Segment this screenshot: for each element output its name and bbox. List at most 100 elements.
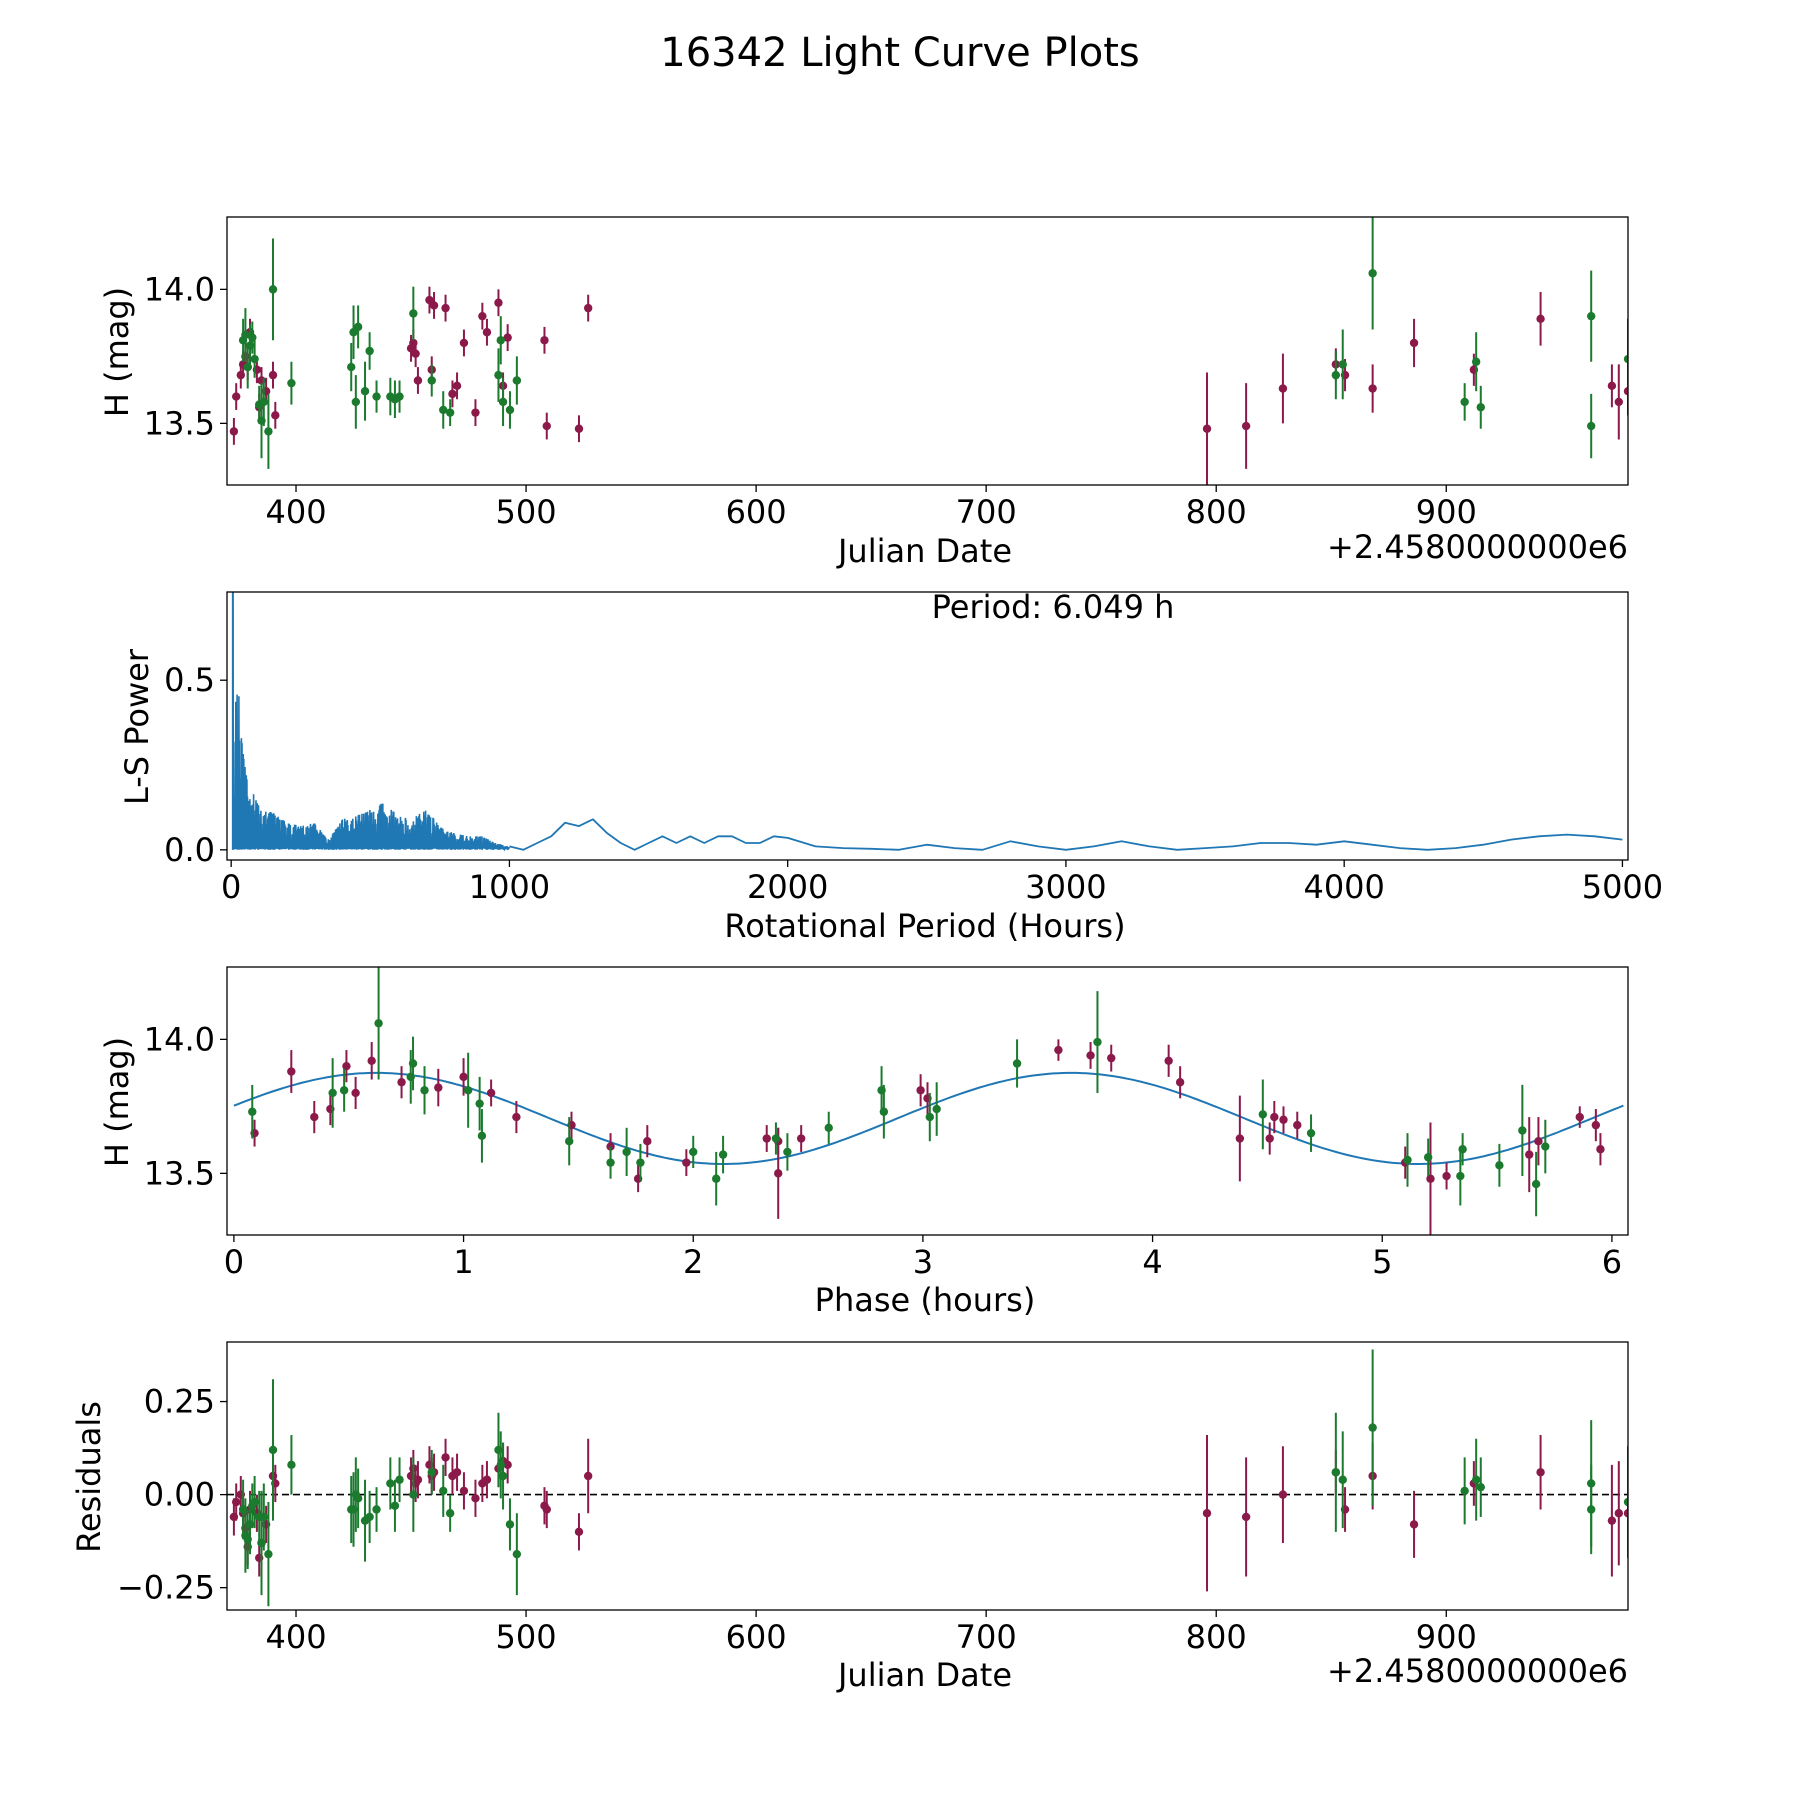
panel2-frame [226, 591, 1629, 861]
series_a-point [471, 1494, 480, 1503]
series_a-point [1409, 1520, 1419, 1529]
series_b-point [248, 1107, 257, 1116]
series_b-point [1476, 1482, 1485, 1492]
series_a-point [762, 1134, 771, 1143]
series_a-point [1107, 1053, 1116, 1063]
series_a-point [1426, 1174, 1435, 1183]
series_a-point [229, 427, 239, 436]
series_a-point [503, 333, 512, 342]
y-tick-label: 14.0 [144, 270, 215, 308]
y-tick-label: 0.25 [144, 1383, 215, 1421]
panel-light-curve: Julian Date H (mag) +2.4580000000e6 400 5… [98, 216, 1629, 570]
series_a-point [1596, 1145, 1605, 1154]
series_b-point [463, 1086, 473, 1095]
series_b-point [565, 1137, 574, 1146]
panel3-frame [226, 966, 1629, 1236]
series_b-point [505, 405, 515, 415]
series_b-point [622, 1147, 631, 1157]
series_a-point [1202, 1509, 1212, 1518]
panel-residuals: Julian Date Residuals +2.4580000000e6 40… [70, 1341, 1629, 1694]
series_b-point [512, 1549, 522, 1559]
series_b-point [1368, 269, 1377, 278]
series_a-point [1614, 397, 1623, 407]
series_b-point [347, 362, 356, 372]
series_a-point [774, 1169, 783, 1178]
series_a-point [1623, 1509, 1628, 1518]
series_a-point [1607, 1516, 1617, 1525]
series_a-point [342, 1061, 351, 1071]
panel1-ylabel: H (mag) [98, 287, 136, 417]
x-tick-label: 1000 [469, 868, 550, 906]
series_b-point [1495, 1161, 1504, 1170]
series_a-point [1534, 1137, 1543, 1146]
x-tick-label: 500 [496, 493, 557, 531]
x-tick-label: 5000 [1582, 868, 1663, 906]
x-tick-label: 900 [1416, 493, 1477, 531]
series_a-point [916, 1086, 925, 1095]
series_b-point [496, 336, 505, 345]
series_b-point [268, 285, 278, 294]
series_a-point [1368, 384, 1377, 393]
series_a-point [574, 424, 584, 433]
series_a-point [1279, 1115, 1288, 1124]
series_a-point [574, 1527, 584, 1537]
period-annotation: Period: 6.049 h [932, 588, 1175, 626]
series_b-point [353, 322, 363, 332]
series_b-point [1541, 1142, 1550, 1151]
series_b-point [259, 1512, 269, 1522]
series_a-point [232, 392, 241, 401]
series_b-point [420, 1086, 429, 1095]
series_b-point [1531, 1179, 1541, 1189]
series_b-point [505, 1520, 515, 1529]
series_a-point [796, 1134, 806, 1143]
series_b-point [1012, 1059, 1022, 1068]
panel2-xlabel: Rotational Period (Hours) [724, 907, 1125, 945]
series_b-point [287, 1460, 296, 1470]
series_b-point [718, 1150, 728, 1159]
series_b-point [1460, 1486, 1469, 1496]
series_b-point [1338, 360, 1347, 369]
periodogram-line [509, 818, 1623, 851]
series_b-point [259, 397, 269, 407]
x-tick-label: 6 [1602, 1243, 1622, 1281]
series_a-point [367, 1056, 376, 1066]
series_b-point [287, 378, 296, 388]
series_a-point [271, 411, 280, 420]
series_b-point [1306, 1128, 1316, 1138]
y-tick-label: 0.5 [164, 661, 215, 699]
series_b-point [1338, 1475, 1347, 1484]
series_b-point [498, 397, 508, 407]
series_b-point [372, 1505, 381, 1514]
series_b-point [1586, 311, 1596, 321]
series_b-point [783, 1147, 792, 1157]
series_a-point [486, 1088, 496, 1098]
series_b-point [386, 1479, 395, 1488]
x-tick-label: 400 [265, 1618, 326, 1656]
panel-periodogram: Rotational Period (Hours) L-S Power Peri… [118, 588, 1663, 945]
series_a-point [287, 1067, 296, 1076]
series_b-point [353, 1494, 363, 1503]
series_b-point [879, 1107, 889, 1116]
series_a-point [413, 1475, 423, 1484]
series_b-point [264, 1549, 273, 1559]
series_b-point [512, 376, 522, 385]
x-tick-label: 2000 [747, 868, 828, 906]
series_b-point [268, 1445, 278, 1455]
panel1-xlabel: Julian Date [836, 532, 1012, 570]
x-tick-label: 3000 [1025, 868, 1106, 906]
series_a-point [1086, 1051, 1095, 1060]
series_a-point [1164, 1056, 1173, 1066]
series_b-point [360, 387, 370, 396]
x-tick-label: 3 [913, 1243, 933, 1281]
series_b-point [439, 405, 448, 415]
series_a-point [583, 1471, 593, 1481]
series_b-point [636, 1158, 645, 1167]
x-tick-label: 400 [265, 493, 326, 531]
series_b-point [250, 354, 259, 364]
series_a-point [1278, 384, 1288, 393]
periodogram-dense-line [232, 592, 510, 852]
series_b-point [241, 330, 250, 340]
model-curve [233, 1071, 1624, 1165]
series_b-point [445, 1509, 455, 1518]
series_b-point [409, 309, 418, 318]
